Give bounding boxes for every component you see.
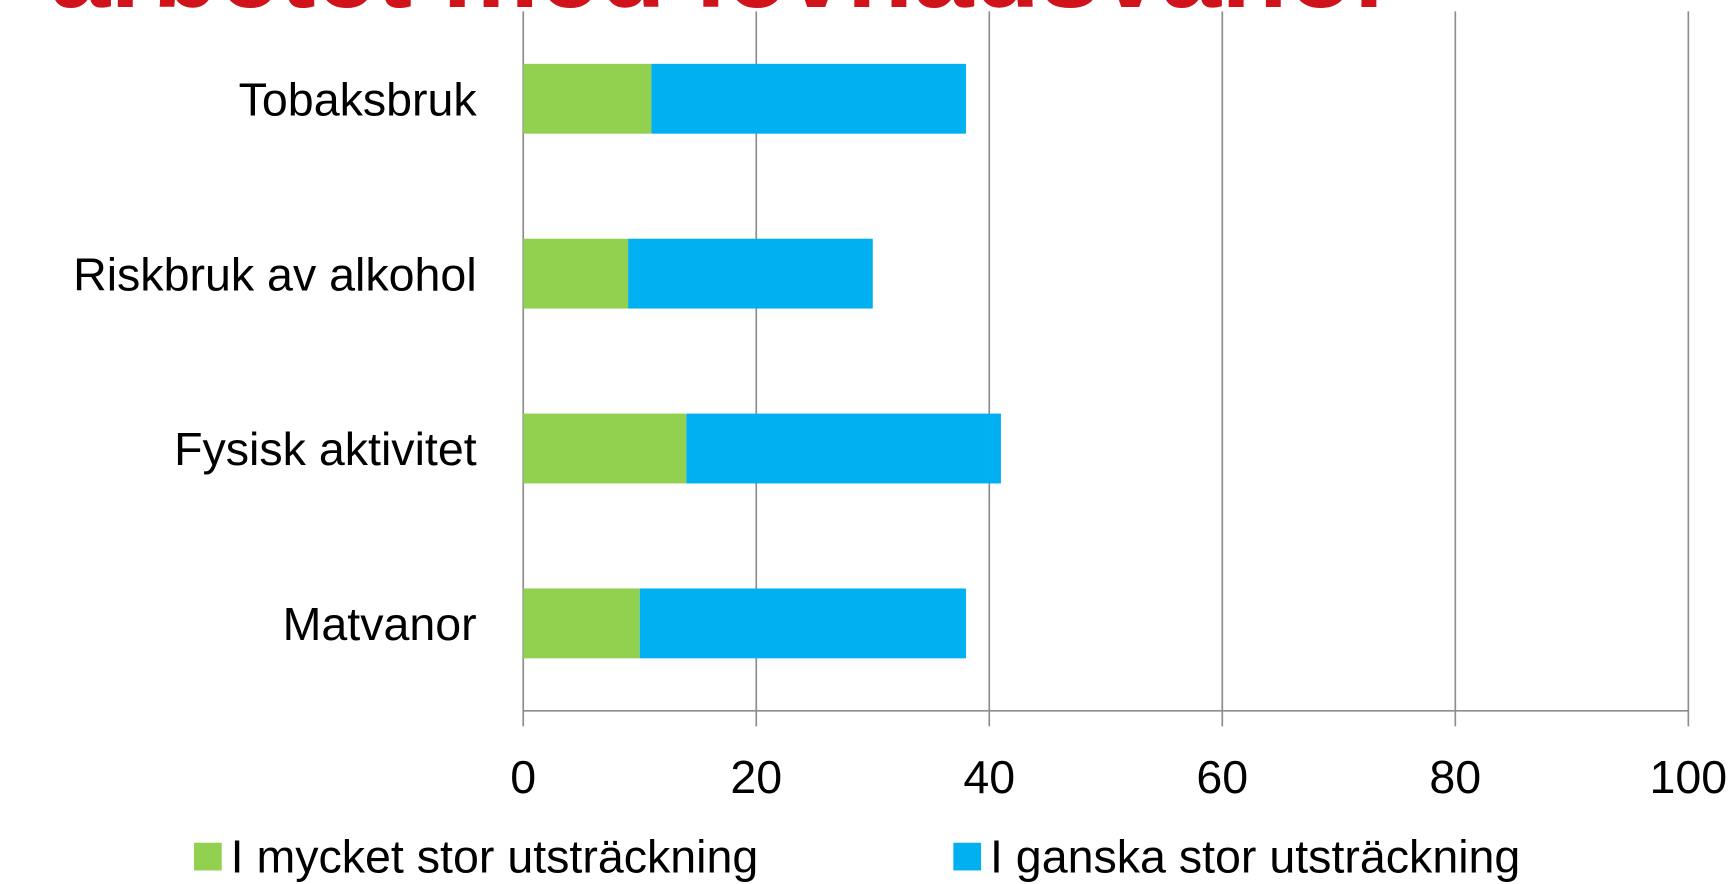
bar-segment (686, 413, 1001, 484)
bar-segment (639, 588, 966, 659)
bar-segment (628, 238, 873, 309)
chart-title: arbetet med levnadsvanor (50, 0, 1396, 31)
y-tick-label: Fysisk aktivitet (174, 423, 477, 475)
y-tick-label: Tobaksbruk (239, 73, 478, 125)
x-tick-label: 80 (1429, 751, 1481, 803)
x-tick-label: 40 (963, 751, 1015, 803)
bar-segment (523, 238, 629, 309)
legend-swatch (953, 842, 982, 871)
bar-segment (523, 588, 640, 659)
legend-label: I mycket stor utsträckning (231, 831, 759, 883)
bar-segment (523, 63, 652, 134)
legend-label: I ganska stor utsträckning (990, 831, 1520, 883)
x-tick-label: 100 (1649, 751, 1727, 803)
y-tick-label: Matvanor (283, 598, 477, 650)
y-tick-label: Riskbruk av alkohol (73, 248, 477, 300)
x-tick-label: 0 (510, 751, 536, 803)
x-tick-label: 20 (730, 751, 782, 803)
bar-segment (651, 63, 966, 134)
bar-segment (523, 413, 687, 484)
legend-swatch (193, 842, 222, 871)
x-tick-label: 60 (1196, 751, 1248, 803)
